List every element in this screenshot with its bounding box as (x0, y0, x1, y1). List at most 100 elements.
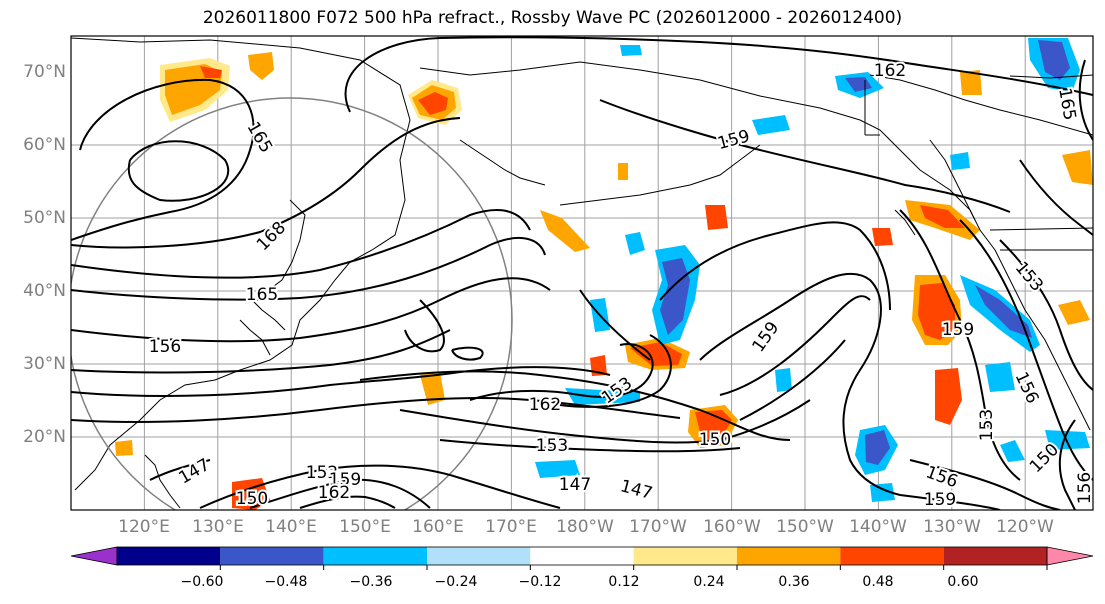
contour-label: 165 (246, 285, 278, 305)
contour-line (909, 459, 1061, 510)
colorbar-tick-label: −0.24 (434, 574, 478, 590)
lon-tick-label: 180°W (556, 517, 614, 537)
lon-tick-label: 170°E (485, 517, 537, 537)
coastline (239, 319, 271, 356)
contour-line (659, 221, 891, 311)
lon-tick-label: 150°W (776, 517, 834, 537)
contour-line (359, 370, 791, 441)
colorbar-segment (427, 547, 531, 565)
positive-patch (1058, 300, 1090, 325)
lon-tick-label: 170°W (629, 517, 687, 537)
map-title: 2026011800 F072 500 hPa refract., Rossby… (202, 8, 903, 28)
contour-label: 159 (329, 470, 361, 490)
negative-patch (752, 115, 790, 135)
contour-label: 159 (748, 318, 783, 356)
lat-tick-label: 20°N (23, 427, 66, 447)
colorbar-tick-label: 0.36 (778, 574, 810, 590)
contour-line (439, 439, 741, 453)
contour-label: 165 (1054, 86, 1079, 121)
contour-label: 162 (318, 483, 350, 503)
positive-patch (935, 368, 962, 425)
colorbar-segment (840, 547, 944, 565)
contour-label: 165 (243, 118, 277, 156)
colorbar-tick-label: 0.48 (862, 574, 894, 590)
contour-label: 153 (977, 409, 997, 441)
negative-patch (985, 362, 1015, 392)
lat-tick-label: 40°N (23, 281, 66, 301)
contour-label: 159 (942, 320, 974, 340)
contour-line (71, 237, 546, 301)
coastline (71, 37, 411, 491)
colorbar-tick-label: 0.24 (693, 574, 725, 590)
positive-patch (918, 283, 955, 340)
lon-tick-label: 140°W (849, 517, 907, 537)
contour-label: 168 (253, 218, 290, 255)
contour-line (739, 339, 846, 421)
positive-patch (420, 372, 445, 405)
contour-line (249, 478, 431, 509)
contour-line (299, 495, 396, 509)
anomaly-shading (115, 38, 1093, 510)
lon-tick-label: 130°E (192, 517, 244, 537)
contour-label: 156 (1011, 369, 1043, 407)
contour-label: 159 (715, 126, 752, 154)
colorbar-segment (737, 547, 841, 565)
positive-patch (705, 205, 728, 230)
contour-label: 152 (306, 463, 338, 483)
negative-patch (975, 285, 1032, 338)
colorbar-segment (117, 547, 221, 565)
negative-patch (535, 460, 580, 478)
contour-line (399, 399, 811, 444)
coastline (559, 144, 761, 206)
colorbar-segment (530, 547, 634, 565)
contour-line (959, 219, 1093, 481)
colorbar-segment (633, 547, 737, 565)
colorbar-extend-min (70, 546, 118, 566)
contour-label: 162 (874, 61, 906, 81)
lon-tick-label: 120°W (996, 517, 1054, 537)
colorbar-extend-max (1046, 546, 1094, 566)
negative-patch (775, 368, 792, 392)
colorbar-segment (220, 547, 324, 565)
coastline (419, 61, 1091, 431)
contour-line (71, 366, 611, 397)
contour-line (71, 117, 461, 249)
colorbar (70, 546, 1094, 570)
lat-tick-label: 60°N (23, 135, 66, 155)
coastline (1009, 74, 1093, 79)
positive-patch (1062, 150, 1093, 185)
contour-label: 147 (559, 475, 591, 495)
positive-patch (418, 92, 448, 115)
contour-label: 156 (1075, 472, 1095, 504)
coastline (459, 139, 546, 186)
lon-tick-label: 160°W (703, 517, 761, 537)
contour-label: 162 (529, 395, 561, 415)
coastline (251, 299, 286, 331)
positive-patch (248, 52, 274, 80)
contour-line (1058, 419, 1076, 510)
contour-line (699, 272, 901, 496)
contour-label: 150 (699, 430, 731, 450)
lat-tick-label: 50°N (23, 208, 66, 228)
contour-line (71, 78, 255, 241)
coastline (251, 199, 306, 301)
contour-label: 150 (236, 489, 268, 509)
coastline (869, 74, 1093, 136)
negative-patch (620, 45, 642, 56)
map-frame (70, 35, 1094, 511)
negative-patch (625, 232, 645, 255)
negative-patch (1000, 440, 1025, 462)
colorbar-tick-label: −0.48 (264, 574, 308, 590)
positive-patch (695, 410, 732, 440)
positive-patch (920, 205, 965, 228)
colorbar-tick-label: 0.12 (608, 574, 640, 590)
colorbar-segment (323, 547, 427, 565)
negative-patch (1038, 40, 1070, 80)
colorbar-tick-label: 0.60 (947, 574, 979, 590)
positive-patch (960, 70, 982, 95)
contour-label: 153 (536, 436, 568, 456)
contour-label: 147 (618, 476, 655, 504)
contour-line (344, 36, 1093, 113)
contour-label: 159 (924, 490, 956, 510)
